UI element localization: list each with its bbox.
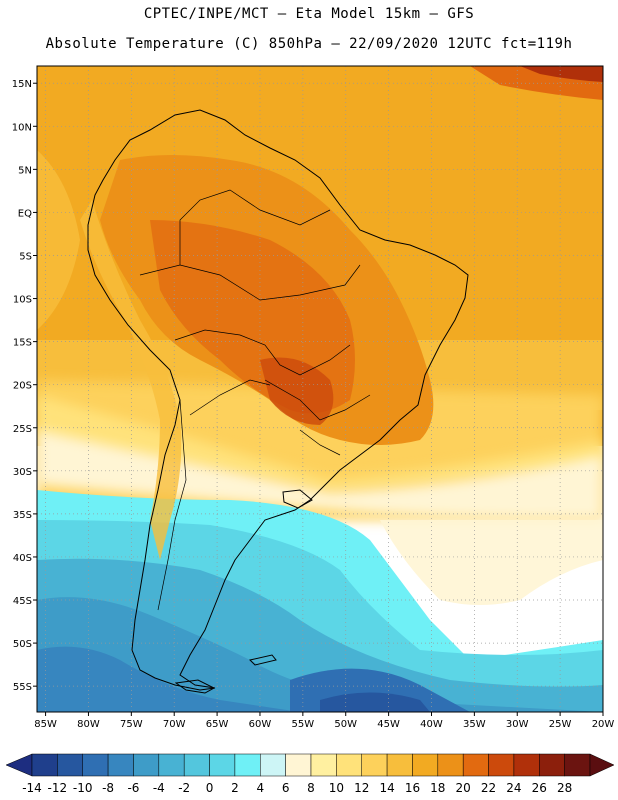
latitude-axis: 15N 10N 5N EQ 5S 10S 15S 20S 25S 30S 35S 40S 45S 50S 5… bbox=[12, 79, 37, 693]
colorbar-swatch bbox=[234, 753, 261, 777]
colorbar-label: -2 bbox=[178, 781, 190, 795]
colorbar-swatch bbox=[133, 753, 160, 777]
colorbar-swatch bbox=[513, 753, 540, 777]
coastlines bbox=[87, 109, 469, 694]
colorbar-label: -6 bbox=[127, 781, 139, 795]
lat-tick-label: 10S bbox=[13, 295, 32, 306]
colorbar-label: -8 bbox=[102, 781, 114, 795]
lat-tick-label: 10N bbox=[12, 122, 32, 133]
lat-tick-label: 35S bbox=[13, 510, 32, 521]
colorbar-label: -14 bbox=[22, 781, 42, 795]
lat-tick-label: EQ bbox=[18, 208, 32, 219]
lat-tick-label: 5N bbox=[18, 165, 32, 176]
colorbar-label: -4 bbox=[153, 781, 165, 795]
colorbar-swatch bbox=[260, 753, 286, 777]
colorbar-over-arrow bbox=[589, 753, 615, 777]
colorbar-label: 0 bbox=[206, 781, 214, 795]
colorbar-swatch bbox=[158, 753, 185, 777]
lat-tick-label: 5S bbox=[19, 251, 32, 262]
colorbar-swatch bbox=[412, 753, 439, 777]
colorbar-swatch bbox=[209, 753, 236, 777]
colorbar-swatch bbox=[183, 753, 210, 777]
colorbar-label: 22 bbox=[481, 781, 496, 795]
lon-tick-label: 40W bbox=[420, 719, 443, 730]
colorbar-label: 20 bbox=[456, 781, 471, 795]
colorbar-swatch bbox=[437, 753, 464, 777]
colorbar-label: 12 bbox=[354, 781, 369, 795]
lat-tick-label: 20S bbox=[13, 381, 32, 392]
lon-tick-label: 80W bbox=[77, 719, 100, 730]
colorbar-label: -12 bbox=[48, 781, 68, 795]
colorbar-label: 4 bbox=[256, 781, 264, 795]
lon-tick-label: 65W bbox=[206, 719, 229, 730]
colorbar-label: -10 bbox=[73, 781, 93, 795]
colorbar-label: 28 bbox=[557, 781, 572, 795]
lat-tick-label: 15S bbox=[13, 338, 32, 349]
colorbar-swatch bbox=[488, 753, 515, 777]
lat-tick-label: 15N bbox=[12, 79, 32, 90]
colorbar-swatch bbox=[310, 753, 337, 777]
colorbar-label: 18 bbox=[430, 781, 445, 795]
colorbar-label: 2 bbox=[231, 781, 239, 795]
colorbar-label: 14 bbox=[379, 781, 394, 795]
lon-tick-label: 60W bbox=[249, 719, 272, 730]
lon-tick-label: 75W bbox=[120, 719, 143, 730]
lon-tick-label: 30W bbox=[506, 719, 529, 730]
map-title-line1: CPTEC/INPE/MCT — Eta Model 15km — GFS bbox=[143, 6, 475, 22]
colorbar-swatch bbox=[386, 753, 413, 777]
lat-tick-label: 55S bbox=[13, 682, 32, 693]
longitude-axis: 85W 80W 75W 70W 65W 60W 55W 50W 45W 40W 35W 30W 25W 2… bbox=[34, 712, 614, 730]
lon-tick-label: 45W bbox=[377, 719, 400, 730]
colorbar-swatch bbox=[57, 753, 83, 777]
colorbar-label: 6 bbox=[282, 781, 290, 795]
lon-tick-label: 70W bbox=[163, 719, 186, 730]
colorbar-swatch bbox=[82, 753, 109, 777]
colorbar-swatch bbox=[285, 753, 312, 777]
plot-frame bbox=[36, 65, 604, 713]
lon-tick-label: 85W bbox=[34, 719, 57, 730]
lat-tick-label: 40S bbox=[13, 553, 32, 564]
colorbar-label: 24 bbox=[506, 781, 521, 795]
colorbar-swatch bbox=[107, 753, 134, 777]
colorbar-label: 26 bbox=[532, 781, 547, 795]
lon-tick-label: 35W bbox=[463, 719, 486, 730]
colorbar-swatch bbox=[539, 753, 565, 777]
colorbar-swatch bbox=[31, 753, 58, 777]
colorbar-label: 10 bbox=[329, 781, 344, 795]
colorbar-under-arrow bbox=[5, 753, 33, 777]
colorbar-swatch bbox=[564, 753, 591, 777]
lat-tick-label: 50S bbox=[13, 639, 32, 650]
lat-tick-label: 30S bbox=[13, 467, 32, 478]
colorbar-label: 16 bbox=[405, 781, 420, 795]
temperature-field bbox=[37, 66, 603, 712]
lat-tick-label: 25S bbox=[13, 424, 32, 435]
lon-tick-label: 55W bbox=[292, 719, 315, 730]
colorbar-label: 8 bbox=[307, 781, 315, 795]
map-title-line2: Absolute Temperature (C) 850hPa — 22/09/… bbox=[45, 36, 573, 52]
country-borders bbox=[139, 189, 371, 611]
colorbar: -14 -12 -10 -8 -6 -4 -2 0 2 4 6 8 10 12 14 16 18 20 22 24 26… bbox=[5, 753, 615, 795]
lon-tick-label: 20W bbox=[592, 719, 615, 730]
lat-tick-label: 45S bbox=[13, 596, 32, 607]
lon-tick-label: 50W bbox=[334, 719, 357, 730]
lon-tick-label: 25W bbox=[549, 719, 572, 730]
colorbar-swatch bbox=[336, 753, 362, 777]
colorbar-swatch bbox=[462, 753, 489, 777]
colorbar-swatch bbox=[361, 753, 388, 777]
